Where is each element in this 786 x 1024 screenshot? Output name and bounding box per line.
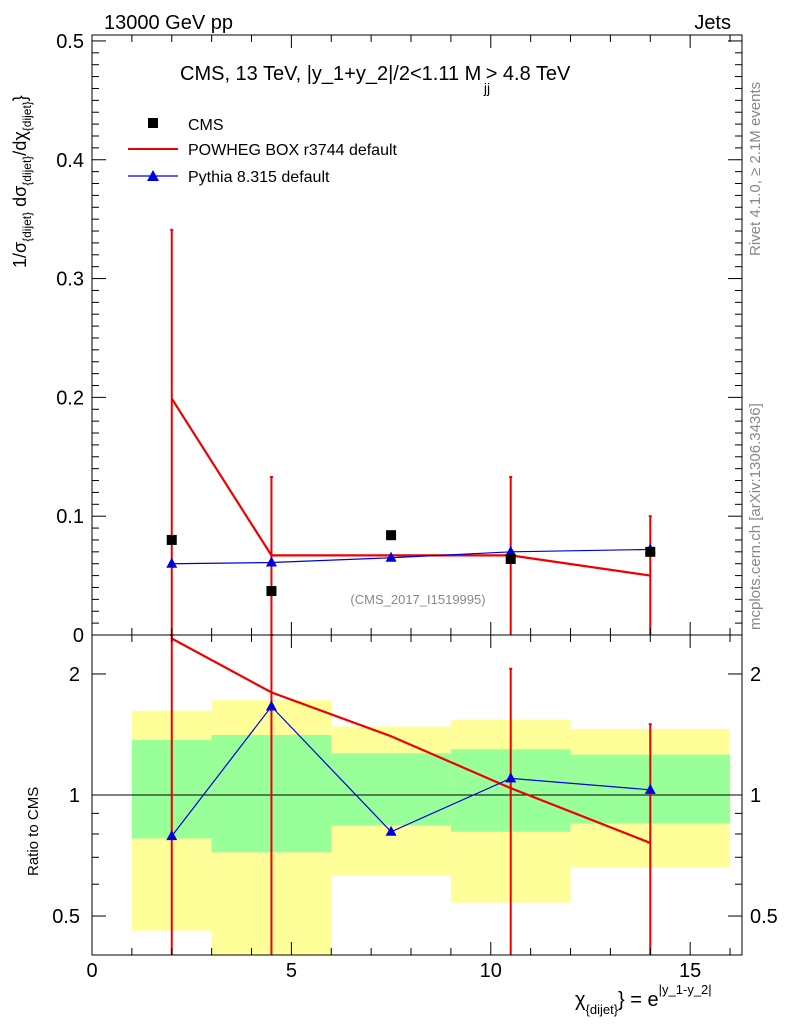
ratio-powheg-line xyxy=(171,637,651,844)
main-pythia-point-0 xyxy=(166,557,178,568)
side-text-mcplots: mcplots.cern.ch [arXiv:1306.3436] xyxy=(747,403,764,630)
ratio-pythia-point-0 xyxy=(166,830,178,841)
main-cms-point-2 xyxy=(386,530,397,541)
main-powheg-line xyxy=(170,397,651,577)
x-axis-label: χ{dijet}} = e|y_1-y_2| xyxy=(575,982,712,1017)
ratio-pythia-point-2 xyxy=(385,825,397,836)
plot-title-subscript: jj xyxy=(483,80,490,96)
legend-powheg-label: POWHEG BOX r3744 default xyxy=(188,142,398,159)
ratio-pythia-point-1 xyxy=(265,700,277,711)
band-inner-2 xyxy=(331,753,451,826)
main-cms-point-4 xyxy=(645,546,656,557)
x-tick-label-3: 15 xyxy=(679,960,701,982)
x-tick-label-2: 10 xyxy=(480,960,502,982)
legend-cms-marker xyxy=(148,118,158,128)
legend-cms-label: CMS xyxy=(188,117,224,134)
x-tick-label-0: 0 xyxy=(86,960,97,982)
main-ytick-label-3: 0.3 xyxy=(56,269,84,291)
beam-label: 13000 GeV pp xyxy=(104,12,233,34)
ratio-ytick-label-left-1: 1 xyxy=(69,785,80,807)
main-ytick-label-1: 0.1 xyxy=(56,506,84,528)
main-ytick-label-2: 0.2 xyxy=(56,387,84,409)
legend-pythia-label: Pythia 8.315 default xyxy=(188,169,330,186)
plot-title-tail: > 4.8 TeV xyxy=(486,63,571,85)
side-text-rivet: Rivet 4.1.0, ≥ 2.1M events xyxy=(747,82,764,256)
ratio-pythia-point-4 xyxy=(644,783,656,794)
ratio-ytick-label-left-0: 0.5 xyxy=(52,906,80,928)
main-pythia-point-2 xyxy=(385,551,397,562)
ratio-pythia-point-3 xyxy=(505,772,517,783)
plot-title: CMS, 13 TeV, |y_1+y_2|/2<1.11 M jj > 4.8… xyxy=(180,63,571,98)
ratio-ytick-label-left-2: 2 xyxy=(69,664,80,686)
main-cms-point-3 xyxy=(505,553,516,564)
category-label: Jets xyxy=(694,12,731,34)
main-ytick-label-5: 0.5 xyxy=(56,31,84,53)
legend: CMS POWHEG BOX r3744 default Pythia 8.31… xyxy=(128,117,398,186)
y-axis-label-main: 1/σ{dijet} dσ{dijet}/dχ{dijet}} xyxy=(10,95,34,268)
main-cms-point-0 xyxy=(166,534,177,545)
main-cms-point-1 xyxy=(266,586,277,597)
main-ytick-label-4: 0.4 xyxy=(56,150,84,172)
series-layer xyxy=(166,228,656,955)
main-pythia-point-3 xyxy=(505,545,517,556)
ratio-uncertainty-bands xyxy=(131,700,731,955)
main-ytick-label-0: 0 xyxy=(73,625,84,647)
analysis-watermark: (CMS_2017_I1519995) xyxy=(350,592,485,607)
x-tick-label-1: 5 xyxy=(286,960,297,982)
y-axis-label-ratio: Ratio to CMS xyxy=(25,787,42,876)
legend-pythia-marker xyxy=(147,170,159,181)
ticks-layer: 0 5 10 15 0 0.1 0.2 0.3 0.4 0.5 0.5 0.5 1 1 2 2 xyxy=(52,31,778,982)
main-pythia-line xyxy=(171,548,651,565)
ratio-ytick-label-right-2: 2 xyxy=(750,664,761,686)
plot-title-main: CMS, 13 TeV, |y_1+y_2|/2<1.11 M xyxy=(180,63,481,85)
main-pythia-point-1 xyxy=(265,556,277,567)
ratio-ytick-label-right-0: 0.5 xyxy=(750,906,778,928)
ratio-ytick-label-right-1: 1 xyxy=(750,785,761,807)
